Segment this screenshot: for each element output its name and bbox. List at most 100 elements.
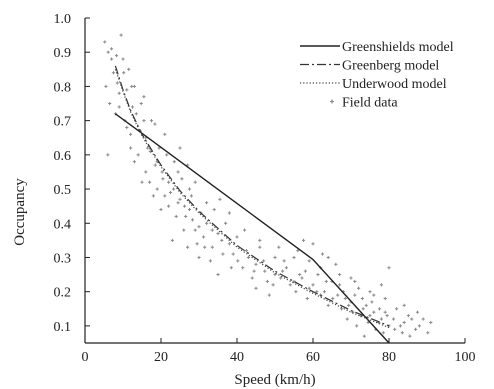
field-data-point	[244, 249, 249, 253]
field-data-point	[361, 307, 365, 311]
field-data-point	[122, 71, 126, 75]
field-data-point	[110, 47, 114, 51]
field-data-point	[165, 153, 169, 157]
field-data-point	[347, 303, 351, 307]
field-data-point	[379, 317, 383, 321]
field-data-point	[258, 245, 262, 249]
legend-item: Greenberg model	[300, 59, 439, 74]
field-data-point	[307, 286, 311, 290]
field-data-point	[353, 279, 357, 284]
field-data-point	[197, 225, 201, 229]
field-data-point	[221, 252, 225, 256]
field-data-point	[170, 238, 174, 242]
field-data-point	[134, 112, 138, 116]
field-data-point	[205, 201, 209, 205]
field-data-point	[182, 228, 186, 232]
field-data-point	[391, 317, 396, 321]
field-data-point	[336, 293, 340, 297]
field-data-point	[338, 283, 342, 287]
y-tick-label: 0.3	[54, 251, 72, 266]
field-data-point	[326, 255, 330, 260]
series-line-greenberg-model	[114, 65, 390, 327]
field-data-point	[372, 310, 376, 314]
field-data-point	[187, 187, 192, 191]
field-data-point	[146, 146, 150, 150]
field-data-point	[127, 67, 131, 71]
field-data-point	[322, 290, 326, 294]
field-data-point	[220, 238, 224, 242]
x-tick-label: 100	[455, 350, 476, 365]
field-data-point	[294, 290, 298, 294]
field-data-point	[227, 211, 231, 215]
field-data-point	[402, 303, 406, 307]
field-data-point	[111, 71, 116, 75]
field-data-point	[197, 255, 201, 260]
field-data-point	[243, 228, 247, 232]
field-data-point	[307, 259, 311, 263]
legend-item: Greenshields model	[300, 40, 454, 55]
model-lines	[114, 65, 390, 344]
field-data-point	[303, 269, 307, 273]
field-data-point	[180, 177, 184, 181]
field-data-point	[296, 249, 300, 253]
field-data-point	[153, 122, 157, 126]
field-data-point	[241, 266, 245, 270]
field-data-point	[115, 81, 119, 85]
field-data-point	[393, 327, 397, 331]
field-data-point	[331, 296, 335, 301]
field-data-point	[320, 252, 325, 256]
field-data-point	[205, 221, 209, 225]
field-data-point	[208, 259, 212, 263]
y-tick-label: 0.4	[54, 217, 72, 232]
field-data-point	[262, 259, 266, 263]
field-data-point	[357, 286, 361, 290]
y-tick-label: 0.5	[54, 183, 72, 198]
field-data-point	[160, 170, 164, 174]
field-data-point	[298, 272, 302, 277]
field-data-point	[218, 197, 222, 201]
field-data-point	[144, 170, 148, 174]
axes: 0 20 40 60 80 100 0.1 0.2 0.3 0.4 0.5 0.6 0.7 0.8 0.9 1…	[54, 12, 476, 365]
field-data-point	[178, 197, 182, 201]
field-data-point	[338, 272, 342, 277]
field-data-point	[417, 324, 421, 328]
field-data-point	[130, 105, 135, 109]
legend-item: Field data	[330, 96, 398, 111]
x-tick-label: 80	[382, 350, 396, 365]
field-data-point	[167, 180, 171, 184]
field-data-point	[171, 187, 176, 191]
field-data-point	[273, 272, 277, 277]
field-data-point	[370, 300, 374, 304]
field-data-point	[387, 266, 391, 270]
legend-label: Greenshields model	[342, 40, 454, 55]
field-data-point	[273, 255, 277, 260]
field-data-point	[408, 334, 412, 338]
field-data-point	[250, 276, 254, 280]
field-data-point	[229, 266, 233, 270]
field-data-point	[300, 276, 304, 280]
field-data-point	[104, 84, 108, 89]
field-data-point	[301, 238, 306, 242]
y-tick-label: 0.9	[54, 46, 72, 61]
legend-label: Greenberg model	[342, 59, 439, 74]
field-data-point	[129, 132, 133, 136]
field-data-point	[414, 327, 418, 331]
field-data-point	[284, 266, 288, 270]
field-data-point	[195, 242, 199, 246]
field-data-point	[155, 187, 159, 191]
field-data-point	[157, 146, 161, 150]
field-data-point	[212, 207, 216, 212]
field-data-point	[279, 276, 283, 280]
field-data-point	[132, 84, 136, 89]
field-data-point	[349, 276, 353, 280]
field-data-point	[421, 317, 425, 321]
field-data-point	[136, 153, 140, 157]
field-data-point	[267, 293, 271, 297]
field-data-point	[368, 290, 372, 294]
field-data-point	[377, 307, 382, 311]
field-data-point	[324, 279, 328, 284]
field-data-point	[429, 320, 433, 325]
legend-item: Underwood model	[300, 77, 447, 92]
field-data-point	[132, 160, 136, 164]
field-data-point	[178, 146, 182, 150]
